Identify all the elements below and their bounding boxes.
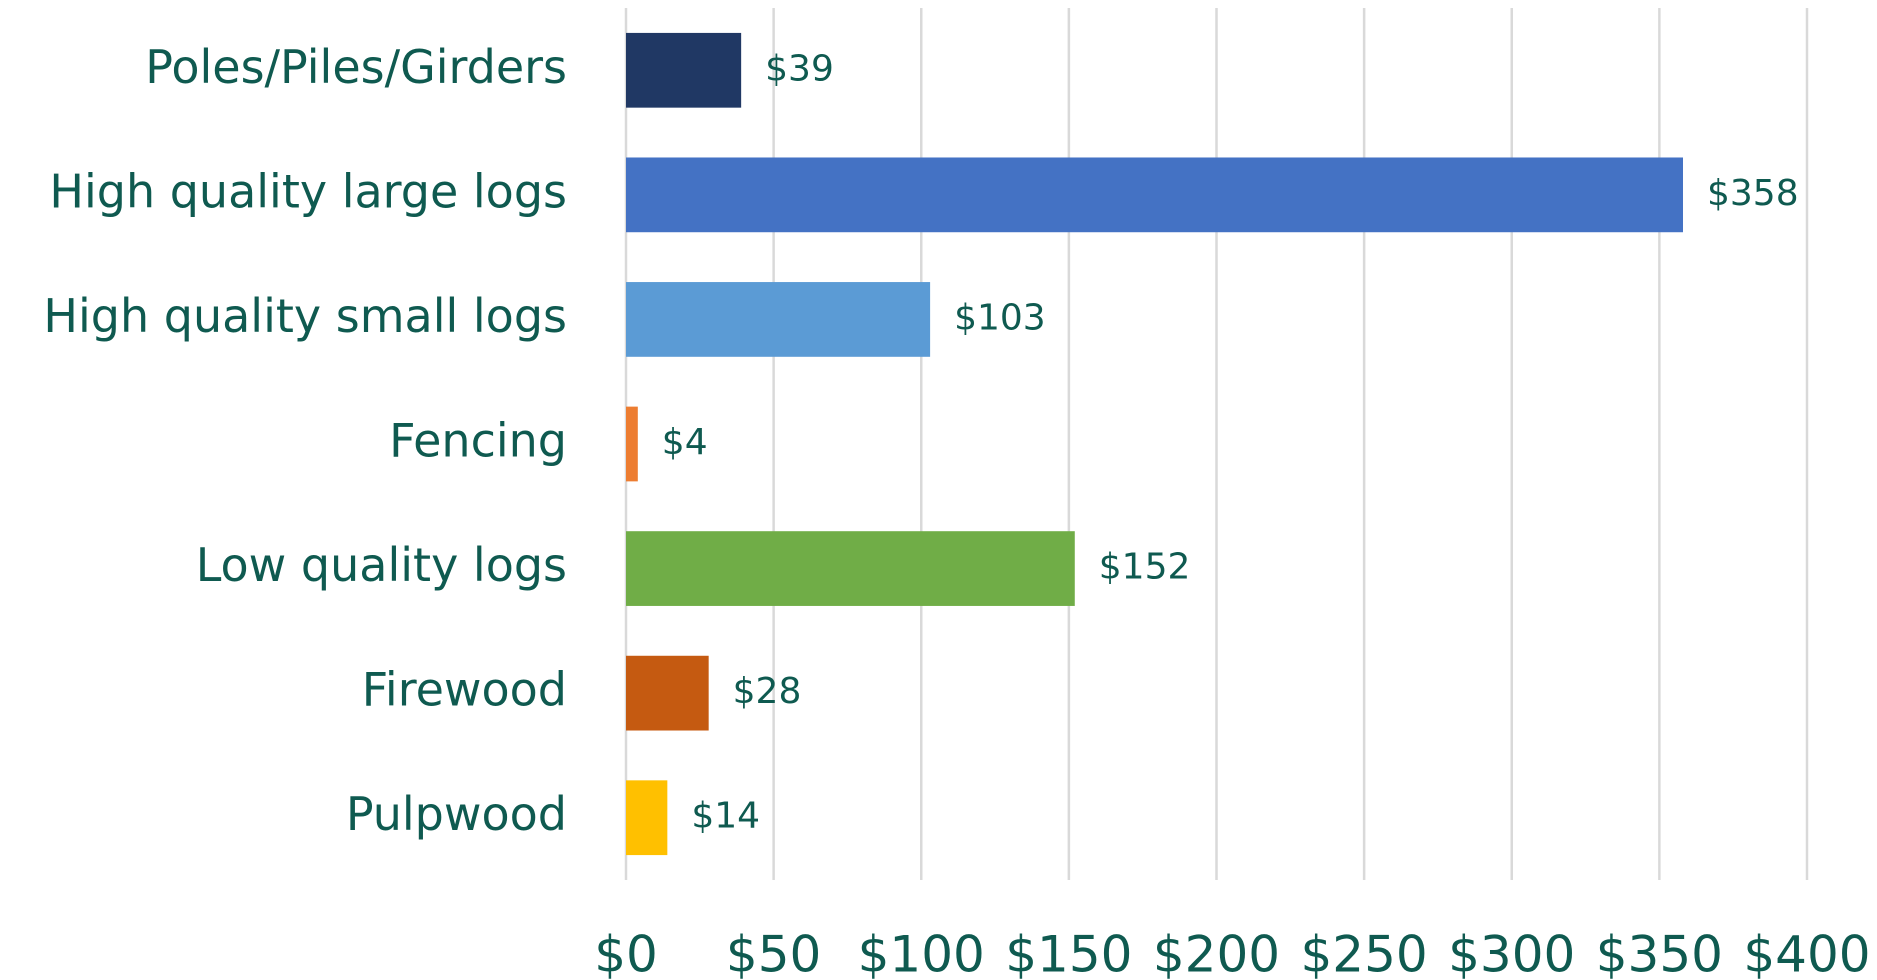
y-tick-label: Poles/Piles/Girders <box>145 40 567 94</box>
x-tick-label: $50 <box>726 926 821 980</box>
x-tick-label: $150 <box>1005 926 1132 980</box>
y-tick-label: Pulpwood <box>346 787 567 841</box>
x-tick-label: $300 <box>1448 926 1575 980</box>
data-label: $39 <box>765 48 834 89</box>
bar <box>626 32 742 108</box>
x-tick-label: $400 <box>1743 926 1870 980</box>
bar <box>626 531 1075 606</box>
bar <box>626 406 638 482</box>
x-tick-label: $250 <box>1301 926 1428 980</box>
data-label: $358 <box>1707 173 1799 214</box>
x-tick-label: $350 <box>1596 926 1723 980</box>
x-tick-label: $100 <box>858 926 985 980</box>
bar <box>626 780 668 856</box>
data-label: $28 <box>733 671 802 712</box>
bar <box>626 157 1683 233</box>
y-tick-label: Firewood <box>362 663 567 717</box>
y-tick-label: Fencing <box>389 414 567 468</box>
bar <box>626 282 931 357</box>
data-label: $152 <box>1099 547 1191 588</box>
y-tick-label: High quality small logs <box>43 289 567 343</box>
y-tick-label: High quality large logs <box>49 164 567 218</box>
x-tick-label: $200 <box>1153 926 1280 980</box>
data-label: $4 <box>662 422 708 463</box>
x-tick-label: $0 <box>594 926 658 980</box>
data-label: $14 <box>691 796 760 837</box>
data-label: $103 <box>954 297 1046 338</box>
bar <box>626 655 709 731</box>
y-tick-label: Low quality logs <box>196 538 567 592</box>
